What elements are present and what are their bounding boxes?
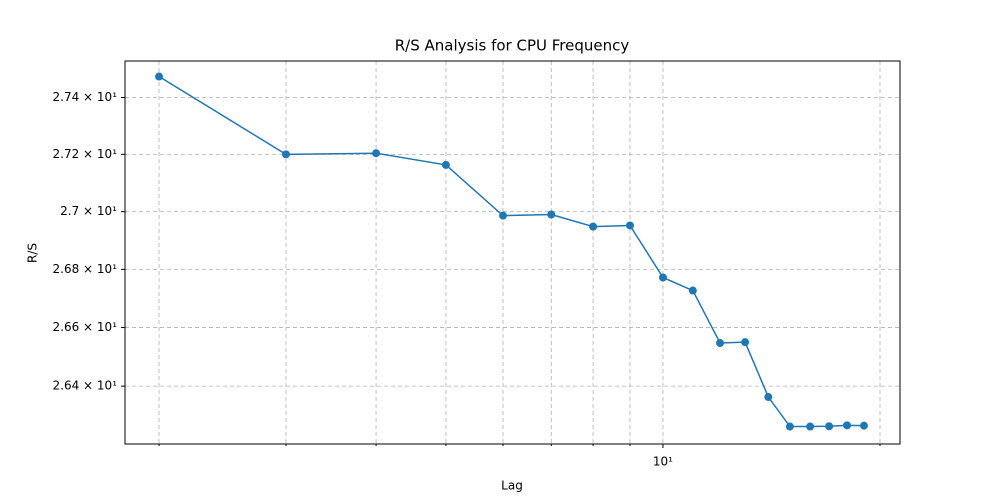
data-point (499, 211, 508, 220)
data-point (806, 422, 815, 431)
data-point (842, 421, 851, 430)
data-point (716, 339, 725, 348)
data-point (859, 421, 868, 430)
data-point (625, 221, 634, 230)
data-point (688, 286, 697, 295)
data-point (764, 393, 773, 402)
data-point (441, 160, 450, 169)
data-point (372, 149, 381, 158)
y-tick-label: 2.72 × 10¹ (53, 147, 118, 161)
x-axis-label: Lag (501, 479, 523, 493)
data-point (281, 150, 290, 159)
data-point (547, 210, 556, 219)
y-tick-label: 2.74 × 10¹ (53, 90, 118, 104)
chart-title: R/S Analysis for CPU Frequency (395, 37, 630, 55)
data-point (155, 72, 164, 81)
data-point (825, 422, 834, 431)
plot-frame (124, 60, 901, 445)
y-tick-label: 2.7 × 10¹ (60, 204, 117, 218)
data-point (785, 422, 794, 431)
y-tick-label: 2.64 × 10¹ (53, 379, 118, 393)
data-point (658, 273, 667, 282)
y-axis-label: R/S (26, 243, 40, 263)
data-point (589, 222, 598, 231)
y-tick-label: 2.68 × 10¹ (53, 262, 118, 276)
y-tick-label: 2.66 × 10¹ (53, 320, 118, 334)
data-point (741, 338, 750, 347)
x-tick-label: 10¹ (653, 455, 673, 469)
